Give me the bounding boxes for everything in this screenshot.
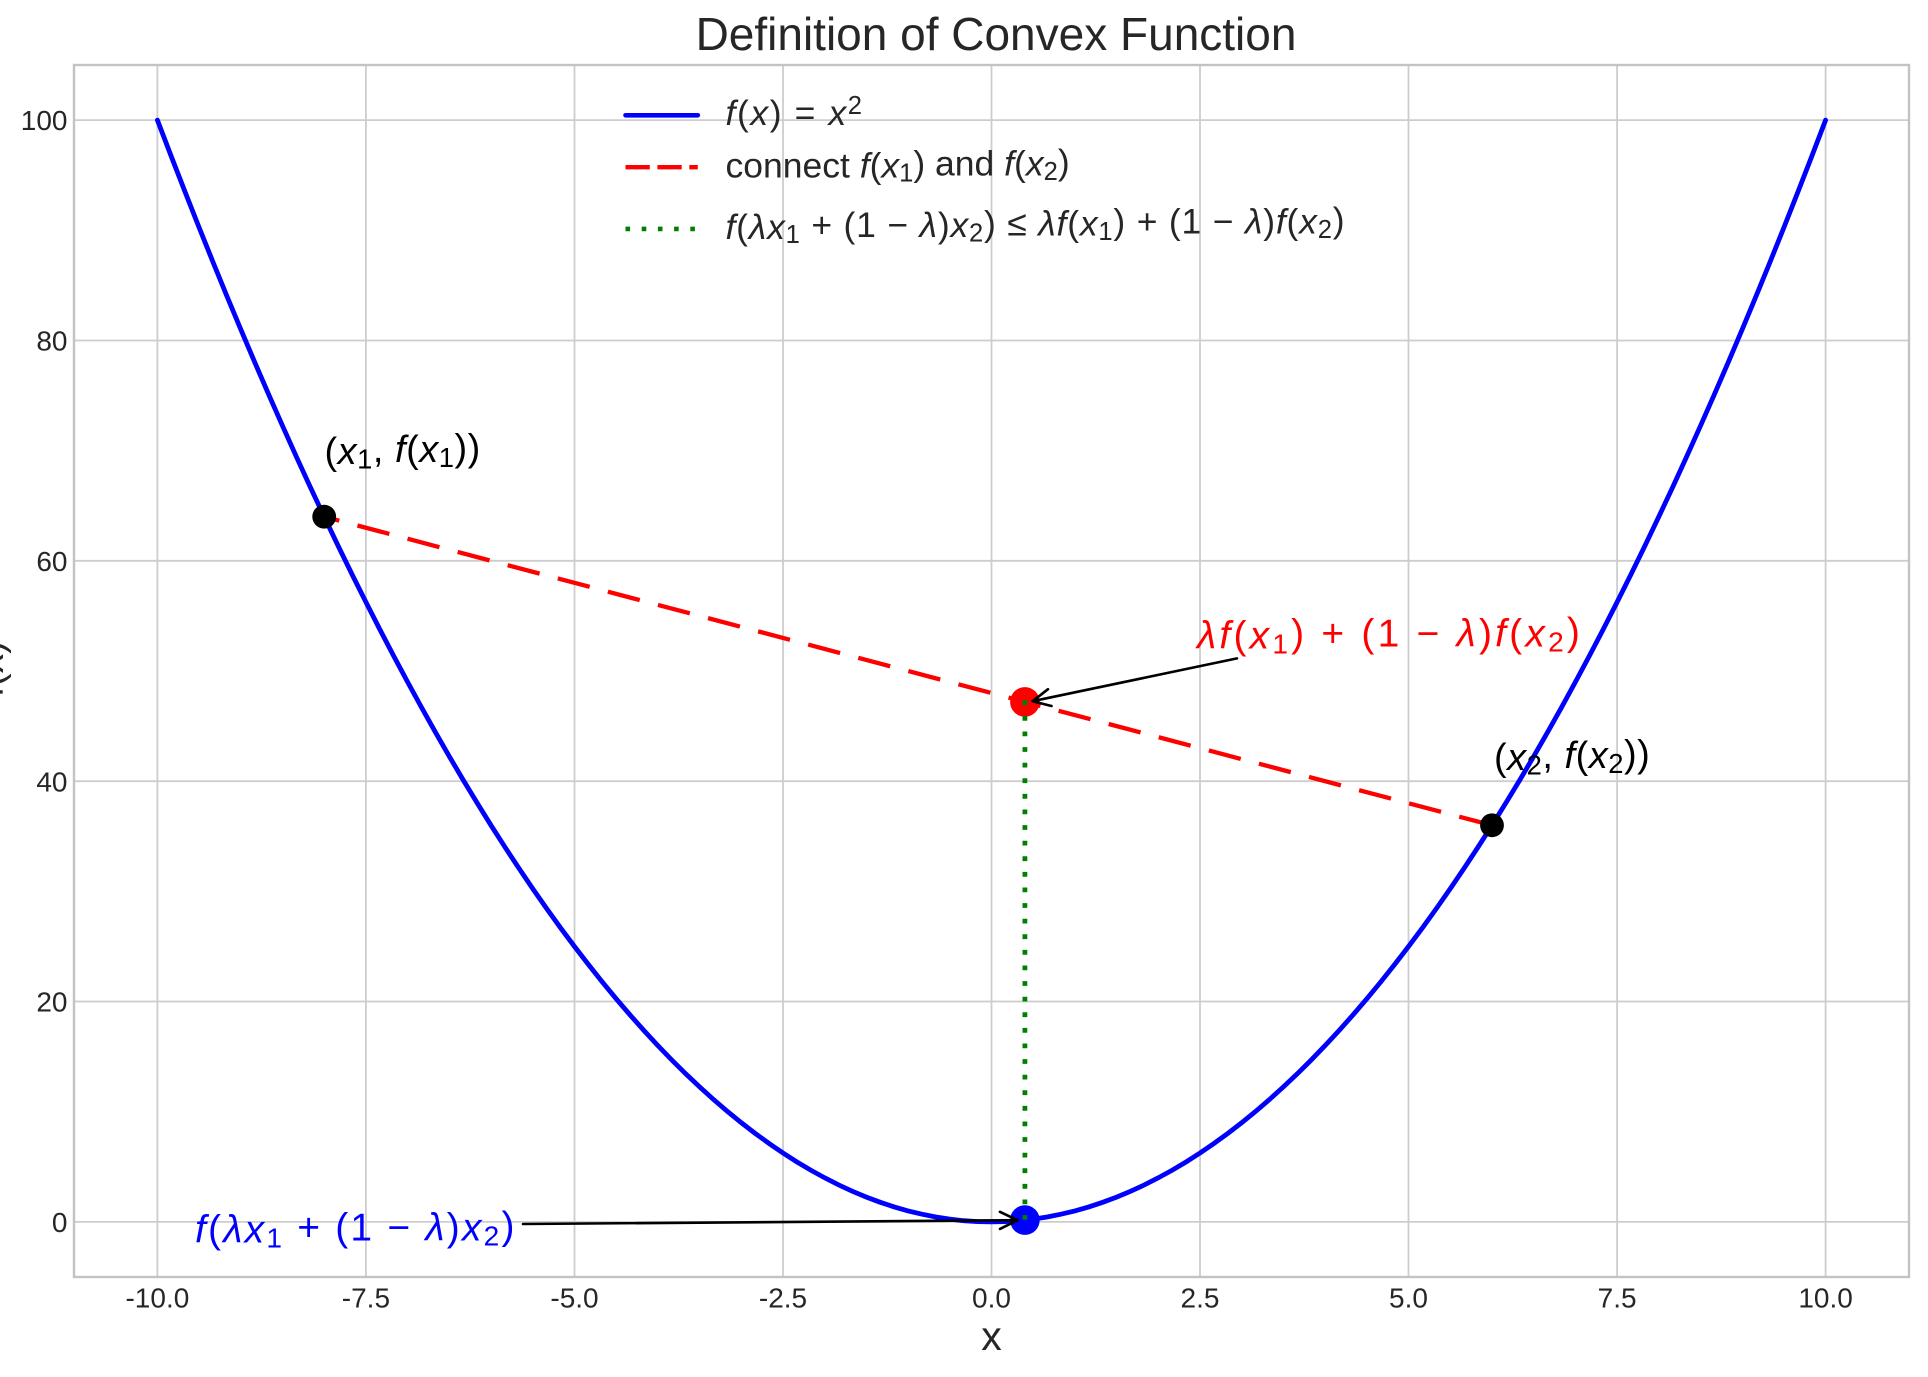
svg-text:5.0: 5.0 <box>1389 1283 1428 1314</box>
svg-text:7.5: 7.5 <box>1598 1283 1637 1314</box>
svg-text:f(x): f(x) <box>0 641 12 697</box>
svg-text:-5.0: -5.0 <box>550 1283 598 1314</box>
svg-text:10.0: 10.0 <box>1798 1283 1853 1314</box>
svg-text:100: 100 <box>21 105 68 136</box>
svg-text:-7.5: -7.5 <box>342 1283 390 1314</box>
svg-text:-10.0: -10.0 <box>125 1283 189 1314</box>
svg-text:0: 0 <box>52 1207 68 1238</box>
svg-text:40: 40 <box>36 766 67 797</box>
svg-text:(x1​, f(x1​)): (x1​, f(x1​)) <box>325 427 481 474</box>
svg-text:f(λx1​ + (1 − λ)x2​): f(λx1​ + (1 − λ)x2​) <box>195 1205 517 1253</box>
svg-text:f(x) = x2​: f(x) = x2​ <box>726 92 864 133</box>
svg-text:(x2​, f(x2​)): (x2​, f(x2​)) <box>1494 733 1650 780</box>
svg-text:λf(x1​) + (1 − λ)f(x2​): λf(x1​) + (1 − λ)f(x2​) <box>1195 611 1583 659</box>
svg-text:2.5: 2.5 <box>1181 1283 1220 1314</box>
svg-text:Definition of Convex Function: Definition of Convex Function <box>696 8 1297 60</box>
svg-text:f(λx1​ + (1 − λ)x2​) ≤ λf(x1​): f(λx1​ + (1 − λ)x2​) ≤ λf(x1​) + (1 − λ)… <box>726 200 1346 249</box>
svg-text:-2.5: -2.5 <box>759 1283 807 1314</box>
svg-text:x: x <box>981 1313 1002 1359</box>
svg-text:60: 60 <box>36 546 67 577</box>
svg-text:connect f(x1​) and f(x2​): connect f(x1​) and f(x2​) <box>726 142 1070 188</box>
svg-text:0.0: 0.0 <box>972 1283 1011 1314</box>
svg-text:80: 80 <box>36 326 67 357</box>
svg-text:20: 20 <box>36 987 67 1018</box>
